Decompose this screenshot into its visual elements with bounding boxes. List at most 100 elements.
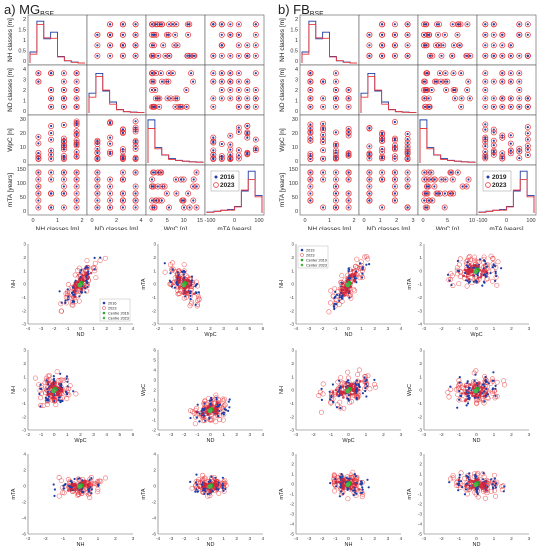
point-early xyxy=(207,480,210,483)
point-early xyxy=(373,378,376,381)
marker-early xyxy=(62,123,65,127)
point-dense-2023 xyxy=(341,385,345,388)
marker-early xyxy=(518,23,521,26)
marker-early xyxy=(484,150,487,153)
marker-early xyxy=(220,23,223,26)
point-2023 xyxy=(196,477,202,483)
legend-marker xyxy=(102,311,106,315)
point-2023 xyxy=(92,260,98,266)
point-early xyxy=(346,488,349,491)
point-dense-2023 xyxy=(177,275,181,279)
point-dense-2023 xyxy=(87,483,90,486)
marker-early xyxy=(334,185,337,188)
marker-2023 xyxy=(524,152,531,158)
y-axis-label: mTA [years] xyxy=(279,173,286,207)
marker-early xyxy=(423,97,426,100)
legend-box xyxy=(99,298,131,322)
point-early xyxy=(338,299,341,302)
legend-marker xyxy=(102,301,106,305)
marker-2023 xyxy=(464,21,471,28)
point-2023 xyxy=(356,367,362,373)
marker-2023 xyxy=(379,52,386,59)
x-axis-label: WpC xyxy=(470,332,482,338)
x-tick-label: 2 xyxy=(510,326,513,332)
marker-early xyxy=(406,157,409,161)
marker-early xyxy=(423,178,426,181)
point-early xyxy=(364,389,367,393)
y-axis-label: WpC xyxy=(407,384,413,396)
marker-early xyxy=(254,72,257,75)
point-2023 xyxy=(453,386,459,392)
marker-2023 xyxy=(107,120,114,127)
marker-2023 xyxy=(524,103,531,110)
point-early xyxy=(490,478,493,481)
x-axis-label: ND xyxy=(345,332,353,338)
marker-early xyxy=(134,126,137,129)
point-2023 xyxy=(332,488,337,494)
x-tick-label: -100 xyxy=(204,218,215,224)
point-2023 xyxy=(446,394,452,400)
marker-2023 xyxy=(244,52,251,59)
marker-2023 xyxy=(48,204,55,211)
marker-2023 xyxy=(422,103,428,110)
marker-2023 xyxy=(35,156,42,162)
marker-early xyxy=(109,206,112,209)
marker-2023 xyxy=(132,197,139,204)
marker-early xyxy=(237,105,240,108)
marker-2023 xyxy=(73,190,80,197)
marker-early xyxy=(151,44,154,47)
point-early xyxy=(484,262,487,265)
marker-2023 xyxy=(60,169,67,176)
point-2023 xyxy=(329,394,334,400)
marker-2023 xyxy=(490,95,497,102)
y-tick-label: -6 xyxy=(152,532,157,538)
y-tick-label: 1 xyxy=(23,268,26,274)
point-2023 xyxy=(490,255,496,261)
point-dense-2023 xyxy=(348,382,352,386)
matrix-cell-a-3-2 xyxy=(145,164,206,216)
point-2023 xyxy=(57,378,63,383)
point-early xyxy=(466,380,469,383)
point-early xyxy=(93,268,96,271)
point-2023 xyxy=(495,259,501,265)
marker-2023 xyxy=(235,95,242,102)
point-2023 xyxy=(167,281,173,287)
marker-2023 xyxy=(35,140,42,147)
point-early xyxy=(340,473,343,476)
marker-2023 xyxy=(499,52,506,59)
marker-early xyxy=(96,139,99,142)
marker-2023 xyxy=(438,78,444,85)
marker-2023 xyxy=(132,21,139,28)
x-tick-label: -2 xyxy=(439,432,444,438)
point-2023 xyxy=(39,383,45,389)
marker-early xyxy=(174,33,177,36)
marker-2023 xyxy=(73,197,80,204)
marker-early xyxy=(62,97,65,100)
marker-early xyxy=(526,54,529,57)
marker-early xyxy=(160,199,163,202)
point-early xyxy=(333,305,336,308)
marker-2023 xyxy=(450,70,457,77)
point-2023 xyxy=(482,495,488,501)
histogram-2023 xyxy=(478,179,535,213)
marker-2023 xyxy=(391,176,398,183)
marker-2023 xyxy=(132,183,139,190)
points-group xyxy=(445,368,507,409)
point-early xyxy=(66,385,69,388)
point-early xyxy=(361,488,364,491)
point-early xyxy=(198,412,201,415)
point-early xyxy=(196,403,199,406)
marker-early xyxy=(309,192,312,195)
x-tick-label: -1 xyxy=(195,432,200,438)
marker-early xyxy=(334,178,337,181)
marker-2023 xyxy=(441,204,448,211)
marker-2023 xyxy=(252,147,259,154)
marker-early xyxy=(109,199,112,202)
marker-2023 xyxy=(35,204,42,211)
point-early xyxy=(228,406,231,409)
marker-early xyxy=(347,154,350,157)
x-tick-label: 2 xyxy=(80,218,83,224)
point-dense-2023 xyxy=(331,391,335,394)
y-axis-label: WpC [n] xyxy=(7,128,14,152)
